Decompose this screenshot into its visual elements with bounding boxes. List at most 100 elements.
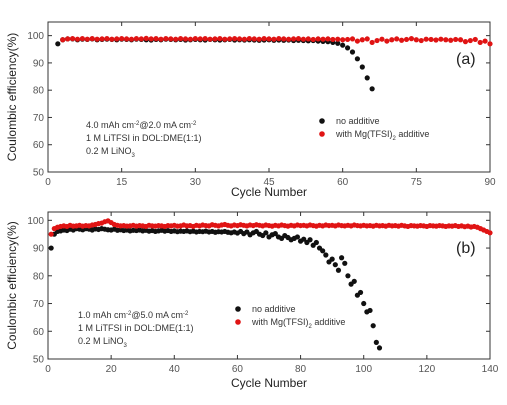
data-point [48,231,54,237]
data-point [315,36,321,42]
data-point [261,36,267,42]
data-point [364,75,370,81]
data-point [241,36,248,42]
data-point [323,252,329,258]
data-point [133,36,139,42]
x-tick-label: 20 [106,364,118,375]
data-point [148,36,154,42]
data-point [399,37,405,43]
data-point [143,35,149,41]
data-point [438,36,444,42]
data-point [60,37,66,43]
data-point [212,36,218,42]
y-tick-label: 60 [33,327,45,338]
chart-panel-b: 0 20 40 60 80 100 120 140 50 60 70 80 90 100 Cycle Num… [5,211,499,390]
data-point [367,307,373,314]
x-tick-label: 90 [484,177,496,188]
legend-marker [319,131,325,137]
data-point [294,234,301,240]
x-axis-label: Cycle Number [231,185,307,199]
data-point [207,36,213,42]
data-point [351,278,357,284]
condition-text: 1.0 mAh cm-2@5.0 mA cm-2 [78,310,189,320]
y-axis-label: Coulombic efficiency(%) [5,221,19,350]
y-tick-label: 70 [33,299,45,310]
data-point [84,36,90,42]
data-point [305,36,311,42]
data-point [335,40,341,46]
x-tick-label: 140 [482,364,499,375]
data-point [457,37,464,43]
data-point [55,41,61,47]
data-point [369,86,375,92]
data-point [340,37,346,43]
data-point [320,36,326,42]
data-point [428,36,434,43]
data-point [263,230,269,236]
data-point [359,37,365,43]
data-point [286,36,292,42]
x-tick-label: 80 [295,364,307,375]
data-point [307,237,313,243]
data-point [246,36,252,42]
series-no-additive [55,36,375,92]
data-point [300,36,306,42]
data-point [272,231,278,237]
data-point [301,236,307,242]
data-point [359,64,365,70]
data-point [187,36,194,42]
y-tick-label: 90 [33,244,45,255]
y-tick-label: 50 [33,355,45,366]
y-tick-label: 100 [27,216,44,227]
data-point [109,36,115,42]
data-point [487,230,493,236]
data-point [467,37,473,44]
data-point [295,36,302,42]
data-point [281,36,287,42]
data-point [389,37,395,43]
condition-text: 1 M LiTFSI in DOL:DME(1:1) [78,323,194,333]
data-point [69,36,76,42]
data-point [123,36,130,42]
condition-text: 4.0 mAh cm-2@2.0 mA cm-2 [86,120,197,130]
data-point [114,36,120,42]
x-tick-label: 100 [355,364,372,375]
data-point [330,36,336,43]
data-point [394,36,400,42]
data-point [349,49,356,55]
data-point [320,248,326,254]
x-tick-label: 60 [232,364,244,375]
data-point [266,36,272,42]
legend-marker [319,118,325,124]
data-point [433,37,439,43]
data-point [192,36,198,42]
data-point [168,36,174,42]
data-point [364,36,370,42]
data-point [325,36,331,42]
data-point [342,260,348,266]
data-point [310,36,316,43]
data-point [104,36,110,42]
series-no-additive [48,226,383,351]
data-point [335,36,341,42]
series-mg-tfsi2-additive [48,218,493,237]
data-point [99,36,105,42]
x-tick-label: 0 [45,364,51,375]
legend-label: with Mg(TFSI)2 additive [335,129,429,142]
plot-frame [47,211,491,360]
y-tick-label: 50 [33,168,45,179]
x-axis-label: Cycle Number [231,376,307,390]
data-point [374,37,380,44]
data-point [482,38,488,44]
data-point [276,36,282,42]
x-tick-label: 40 [169,364,181,375]
x-tick-label: 0 [45,177,51,188]
data-point [340,42,346,48]
data-point [217,36,223,42]
panel-label: (a) [456,51,476,68]
data-point [403,36,410,43]
condition-text: 0.2 M LiNO3 [78,336,128,349]
data-point [128,36,135,42]
